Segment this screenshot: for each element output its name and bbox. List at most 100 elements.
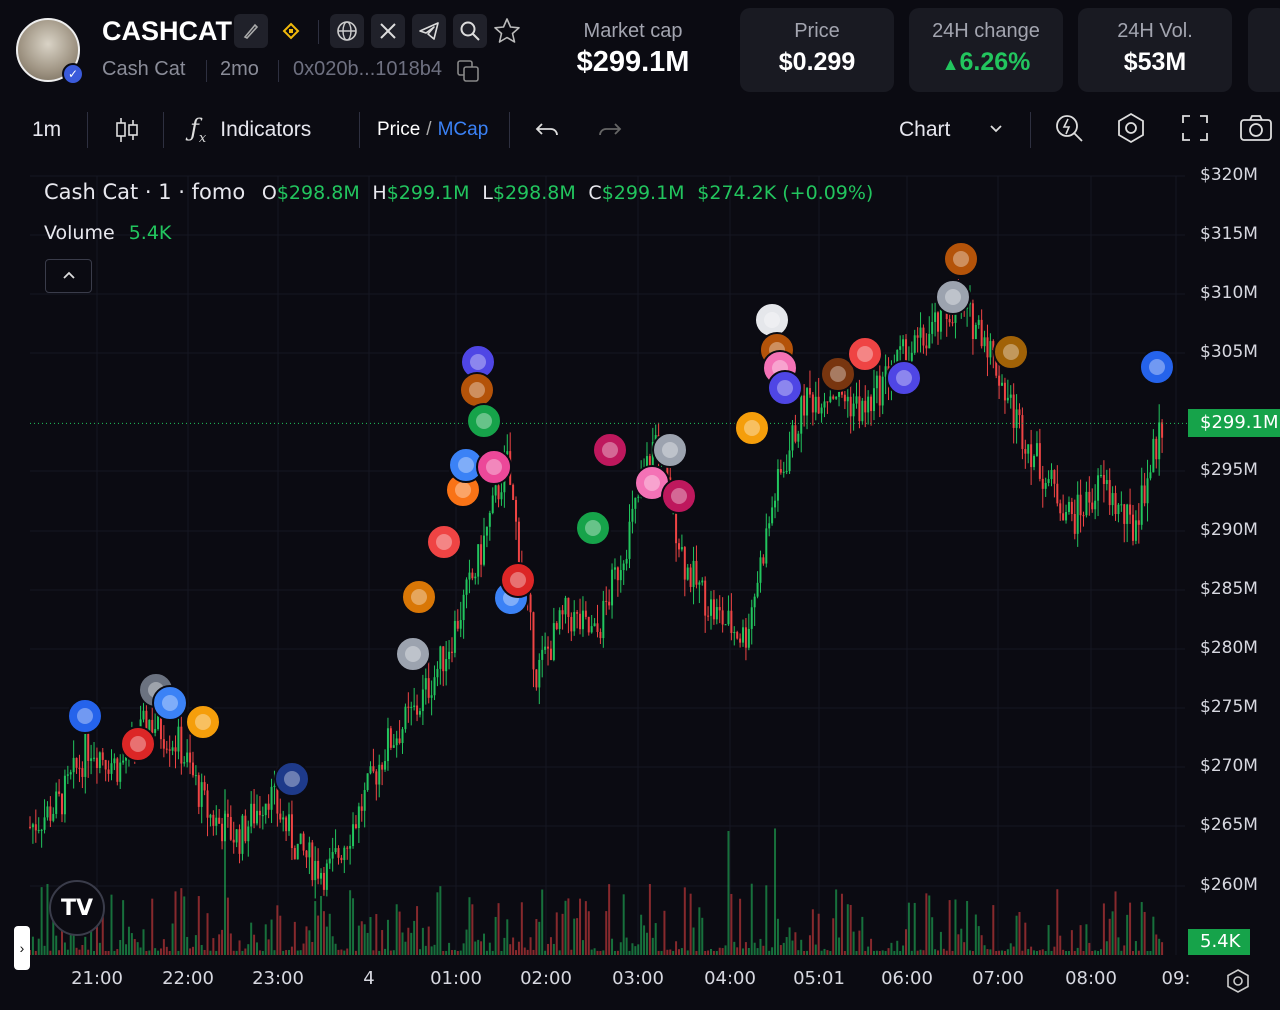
price-mcap-toggle[interactable]: Price / MCap — [377, 114, 488, 146]
price-axis-label: $305M — [1200, 342, 1258, 362]
volume-bar — [1126, 914, 1129, 955]
volume-bar — [698, 907, 701, 955]
price-option[interactable]: Price — [377, 119, 421, 140]
chevron-down-icon — [988, 118, 1004, 142]
volume-bar — [1085, 924, 1088, 955]
settings-icon[interactable] — [1114, 112, 1148, 144]
volume-bar — [471, 904, 474, 955]
candle-body — [352, 824, 355, 847]
camera-icon[interactable] — [1238, 112, 1274, 144]
candle-body — [750, 607, 753, 629]
volume-bar — [806, 950, 809, 955]
volume-bar — [881, 950, 884, 955]
fullscreen-icon[interactable] — [1178, 112, 1212, 144]
candle-body — [861, 400, 864, 422]
interval-button[interactable]: 1m — [32, 118, 62, 141]
edit-icon[interactable] — [234, 14, 268, 48]
candle-body — [704, 580, 707, 616]
volume-bar — [721, 948, 724, 955]
undo-icon[interactable] — [533, 114, 561, 146]
mcap-option[interactable]: MCap — [437, 119, 489, 140]
volume-bar — [986, 949, 989, 955]
volume-bar — [241, 950, 244, 955]
volume-bar — [567, 898, 570, 955]
candle-body — [931, 321, 934, 334]
collapse-legend-button[interactable] — [45, 259, 92, 293]
x-icon[interactable] — [371, 14, 405, 48]
volume-bar — [593, 948, 596, 955]
candle-body — [439, 646, 442, 669]
volume-bar — [616, 950, 619, 955]
volume-bar — [776, 918, 779, 955]
candle-body — [829, 396, 832, 402]
volume-bar — [430, 946, 433, 955]
trader-avatar-marker — [401, 579, 437, 615]
telegram-icon[interactable] — [412, 14, 446, 48]
volume-bar — [902, 945, 905, 955]
volume-bar — [1094, 950, 1097, 955]
candle-body — [753, 596, 756, 608]
candle-body — [226, 813, 229, 818]
globe-icon[interactable] — [330, 14, 364, 48]
candle-body — [701, 580, 704, 583]
candle-body — [683, 547, 686, 580]
indicators-button[interactable]: ƒx Indicators — [190, 114, 311, 146]
volume-bar — [739, 898, 742, 955]
candle-body — [779, 469, 782, 473]
candle-body — [922, 327, 925, 346]
volume-bar — [1111, 911, 1114, 955]
price-label: Price — [794, 20, 840, 42]
candle-body — [1102, 475, 1105, 484]
candle-body — [381, 764, 384, 770]
sidebar-handle[interactable]: › — [14, 926, 30, 970]
trader-avatar-marker — [274, 761, 310, 797]
volume-bar — [273, 950, 276, 955]
volume-bar — [520, 902, 523, 955]
candle-body — [596, 623, 599, 632]
candle-body — [282, 817, 285, 820]
volume-bar — [43, 945, 46, 955]
candle-body — [58, 791, 61, 794]
candle-body — [919, 327, 922, 338]
candle-body — [122, 760, 125, 763]
candle-body — [314, 860, 317, 881]
volume-bar — [468, 897, 471, 955]
candle-body — [695, 560, 698, 585]
chart-dropdown[interactable]: Chart — [899, 114, 1004, 146]
candle-body — [899, 346, 902, 350]
volume-bar — [669, 949, 672, 955]
time-axis-label: 08:00 — [1065, 968, 1117, 989]
volume-bar — [398, 911, 401, 955]
tradingview-logo[interactable]: TV — [49, 880, 105, 936]
candle-body — [416, 705, 419, 715]
trader-avatar-highlight — [644, 475, 660, 491]
time-axis-label: 04:00 — [704, 968, 756, 989]
candle-body — [459, 620, 462, 629]
candle-body — [1088, 491, 1091, 503]
time-axis-label: 05:01 — [793, 968, 845, 989]
candle-body — [634, 497, 637, 509]
candle-body — [360, 806, 363, 811]
candle-body — [378, 764, 381, 785]
volume-bar — [791, 940, 794, 955]
volume-bar — [116, 949, 119, 955]
volume-bar — [488, 942, 491, 955]
candle-body — [718, 607, 721, 611]
candle-body — [581, 610, 584, 630]
candle-body — [776, 469, 779, 501]
candle-body — [1155, 438, 1158, 460]
volume-bar — [442, 950, 445, 955]
candle-body — [628, 521, 631, 559]
search-icon[interactable] — [453, 14, 487, 48]
redo-icon[interactable] — [596, 114, 624, 146]
candle-body — [1149, 472, 1152, 479]
candle-body — [1024, 449, 1027, 454]
axis-settings-icon[interactable] — [1225, 968, 1251, 994]
candle-body — [250, 803, 253, 827]
candle-body — [398, 738, 401, 743]
quick-trade-icon[interactable] — [1052, 112, 1086, 144]
candle-type-icon[interactable] — [112, 114, 142, 146]
candle-body — [238, 829, 241, 854]
star-icon[interactable] — [492, 16, 522, 46]
copy-icon[interactable] — [455, 58, 481, 84]
